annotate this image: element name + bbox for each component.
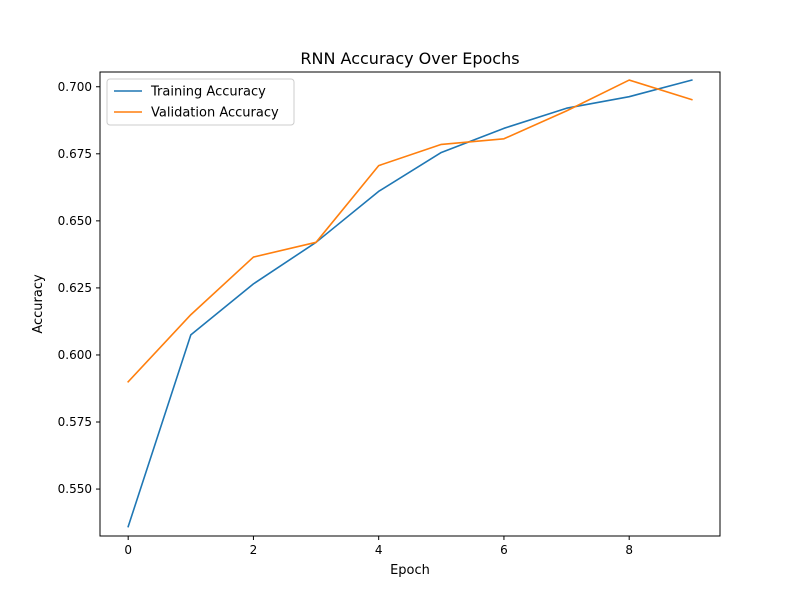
- y-tick-label: 0.675: [58, 147, 92, 161]
- legend-label-validation-accuracy: Validation Accuracy: [151, 106, 279, 121]
- series-line-training-accuracy: [127, 79, 693, 528]
- y-tick-label: 0.700: [58, 80, 92, 94]
- y-tick-label: 0.625: [58, 281, 92, 295]
- x-axis-label: Epoch: [390, 563, 430, 578]
- x-tick-label: 0: [124, 543, 132, 557]
- chart-title: RNN Accuracy Over Epochs: [300, 49, 519, 68]
- x-tick-label: 4: [375, 543, 383, 557]
- legend-label-training-accuracy: Training Accuracy: [150, 85, 266, 100]
- x-tick-label: 2: [250, 543, 258, 557]
- y-tick-label: 0.600: [58, 348, 92, 362]
- legend-box: [106, 78, 295, 126]
- y-tick-label: 0.650: [58, 214, 92, 228]
- y-tick-label: 0.575: [58, 415, 92, 429]
- series-line-validation-accuracy: [127, 79, 693, 383]
- x-tick-label: 6: [500, 543, 508, 557]
- series-layer: [127, 79, 693, 528]
- y-axis-label: Accuracy: [31, 274, 46, 334]
- y-axis: 0.550 0.575 0.600 0.625 0.650 0.675 0.700: [58, 80, 100, 496]
- plot-area-frame: [99, 71, 721, 537]
- legend: Training Accuracy Validation Accuracy: [106, 78, 295, 126]
- x-tick-label: 8: [625, 543, 633, 557]
- y-tick-label: 0.550: [58, 482, 92, 496]
- x-axis: 0 2 4 6 8: [124, 536, 633, 557]
